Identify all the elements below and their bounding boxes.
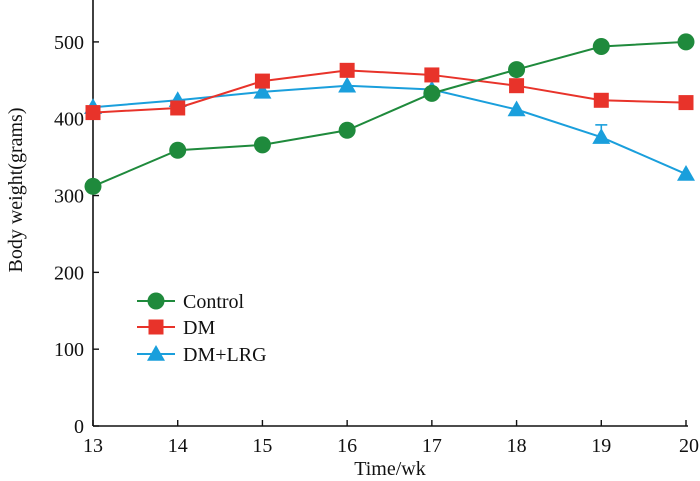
x-tick-label: 13 <box>83 435 103 457</box>
y-tick-label: 400 <box>54 109 84 131</box>
legend-marker-circle <box>147 292 165 310</box>
data-point <box>592 128 611 144</box>
data-point <box>85 105 101 121</box>
data-point <box>593 92 609 108</box>
data-point <box>254 73 270 89</box>
legend-item: Control <box>137 291 245 313</box>
x-tick-label: 15 <box>252 435 272 457</box>
y-axis-label: Body weight(grams) <box>5 108 27 273</box>
series-line <box>92 40 687 188</box>
y-tick-label: 200 <box>54 262 84 284</box>
data-point <box>677 165 695 181</box>
legend-marker-triangle <box>147 345 165 361</box>
x-tick-label: 16 <box>337 435 357 457</box>
y-tick-label: 100 <box>54 339 84 361</box>
y-tick-label: 500 <box>54 32 84 54</box>
x-tick-label: 18 <box>507 435 527 457</box>
legend-marker-square <box>148 319 164 335</box>
data-point <box>338 76 357 93</box>
data-point <box>508 61 526 79</box>
data-point <box>592 38 610 56</box>
y-tick-label: 0 <box>74 416 84 438</box>
data-point <box>169 141 187 159</box>
data-point <box>170 100 186 116</box>
data-point <box>423 84 441 102</box>
plot-area: 0 100 200 300 400 500 13 14 15 16 17 18 19 20 <box>54 0 699 457</box>
data-point <box>253 136 271 154</box>
x-ticks: 13 14 15 16 17 18 19 20 <box>83 420 699 457</box>
x-tick-label: 20 <box>679 435 699 457</box>
y-ticks: 0 100 200 300 400 500 <box>54 32 99 438</box>
data-point <box>84 177 102 195</box>
data-point <box>424 67 440 83</box>
series-line <box>92 84 687 175</box>
legend-item: DM+LRG <box>137 344 267 366</box>
data-point <box>339 62 355 78</box>
data-point <box>338 121 356 139</box>
legend-label: DM+LRG <box>183 344 267 366</box>
data-point <box>507 100 526 117</box>
legend: Control DM DM+LRG <box>137 291 267 366</box>
legend-item: DM <box>137 317 215 339</box>
series-control <box>84 33 695 195</box>
data-point <box>678 95 694 111</box>
data-point <box>677 33 695 51</box>
x-tick-label: 19 <box>591 435 611 457</box>
legend-label: DM <box>183 317 215 339</box>
x-axis-label: Time/wk <box>354 458 426 480</box>
y-tick-label: 300 <box>54 186 84 208</box>
x-tick-label: 14 <box>168 435 188 457</box>
x-tick-label: 17 <box>422 435 442 457</box>
series-layer <box>84 33 695 195</box>
data-point <box>509 78 525 94</box>
series-dm-lrg <box>84 76 695 181</box>
series-line <box>92 69 687 114</box>
legend-label: Control <box>183 291 245 313</box>
series-dm <box>85 62 694 121</box>
data-point <box>253 82 272 99</box>
